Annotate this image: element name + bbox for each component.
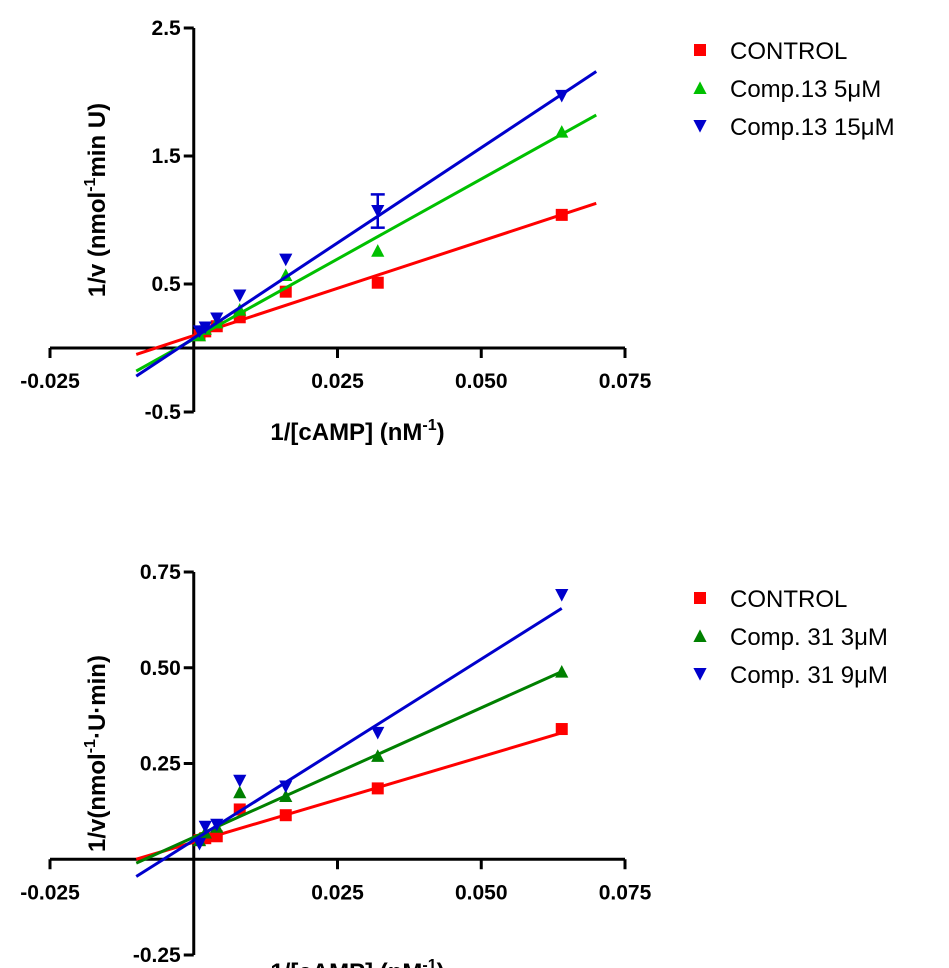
data-point <box>233 289 247 303</box>
data-point <box>279 809 292 822</box>
data-point <box>198 321 212 335</box>
x-axis-label: 1/[cAMP] (nM-1) <box>270 957 444 968</box>
data-point <box>371 205 385 218</box>
data-point <box>555 664 569 678</box>
legend-label: Comp.13 15μM <box>730 114 895 141</box>
data-point <box>210 830 223 843</box>
x-tick-label: 0.050 <box>455 370 508 393</box>
y-tick-label: -0.5 <box>145 401 182 424</box>
chart-panel-2: -0.025 0.025 0.050 0.075 -0.25 0.25 0.50 0.75 1/… <box>20 561 888 968</box>
legend-marker <box>694 592 706 604</box>
y-axis-label: 1/v(nmol-1·U·min) <box>82 655 111 852</box>
x-tick-label: 0.025 <box>311 370 364 393</box>
data-point <box>279 253 293 267</box>
data-point <box>279 789 293 803</box>
data-point <box>555 208 568 221</box>
data-point <box>210 818 224 832</box>
data-point <box>371 782 384 795</box>
series-3 <box>135 588 569 878</box>
data-point <box>198 820 212 834</box>
data-point <box>371 276 384 289</box>
data-point <box>233 774 247 788</box>
legend: CONTROL Comp.13 5μM Comp.13 15μM <box>693 38 895 141</box>
chart-panel-1: -0.025 0.025 0.050 0.075 -0.5 0.5 1.5 2.5 1/[cAM… <box>20 17 894 446</box>
data-point <box>555 588 569 602</box>
data-point <box>371 244 385 257</box>
legend-marker <box>693 668 707 681</box>
legend-marker <box>693 81 707 94</box>
legend: CONTROL Comp. 31 3μM Comp. 31 9μM <box>693 586 888 689</box>
data-point <box>371 726 385 740</box>
y-tick-label: 1.5 <box>152 145 182 168</box>
fit-line <box>135 70 598 378</box>
y-tick-label: -0.25 <box>133 944 181 967</box>
fit-line <box>135 670 563 865</box>
legend-label: Comp.13 5μM <box>730 76 881 103</box>
y-axis-label: 1/v (nmol-1min U) <box>82 103 111 297</box>
x-tick-label: -0.025 <box>20 370 80 393</box>
series-3 <box>135 70 598 378</box>
legend-marker <box>693 629 707 642</box>
x-tick-label: -0.025 <box>20 881 80 904</box>
legend-label: CONTROL <box>730 586 847 613</box>
data-point <box>371 749 385 762</box>
legend-marker <box>693 120 707 133</box>
y-tick-label: 0.25 <box>140 753 181 776</box>
series-2 <box>135 664 569 865</box>
data-point <box>555 125 569 138</box>
data-point <box>233 785 247 799</box>
y-tick-label: 2.5 <box>152 17 182 40</box>
data-point <box>555 89 569 103</box>
data-point <box>210 312 224 326</box>
legend-label: CONTROL <box>730 38 847 65</box>
legend-marker <box>694 44 706 56</box>
data-point <box>192 837 207 851</box>
x-tick-label: 0.075 <box>599 881 652 904</box>
data-point <box>555 723 568 736</box>
data-point <box>279 780 293 794</box>
x-tick-label: 0.050 <box>455 881 508 904</box>
y-tick-label: 0.50 <box>140 657 181 680</box>
x-axis-label: 1/[cAMP] (nM-1) <box>270 417 444 446</box>
legend-label: Comp. 31 3μM <box>730 624 888 651</box>
x-tick-label: 0.025 <box>311 881 364 904</box>
y-tick-label: 0.5 <box>152 273 182 296</box>
y-tick-label: 0.75 <box>140 561 181 584</box>
fit-line <box>135 607 563 878</box>
x-tick-label: 0.075 <box>599 370 652 393</box>
legend-label: Comp. 31 9μM <box>730 662 888 689</box>
